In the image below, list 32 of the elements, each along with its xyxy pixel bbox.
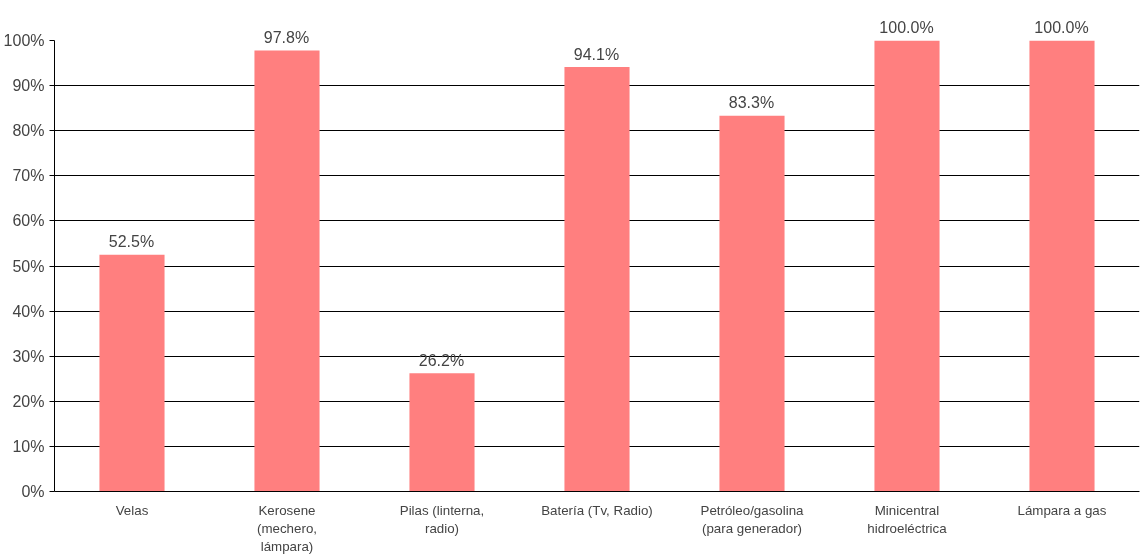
- y-tick-label: 30%: [12, 347, 45, 365]
- data-label: 97.8%: [263, 28, 310, 47]
- y-tick-label: 80%: [12, 122, 45, 140]
- bar: [1029, 40, 1095, 492]
- bar: [254, 50, 320, 492]
- y-tick-label: 100%: [3, 32, 45, 49]
- bar: [874, 40, 940, 492]
- data-label: 94.1%: [573, 45, 620, 64]
- data-label: 26.2%: [418, 351, 465, 370]
- x-tick-label: Minicentral hidroeléctrica: [867, 502, 948, 536]
- bar: [564, 67, 630, 492]
- y-tick-label: 40%: [12, 302, 45, 320]
- x-tick-label: Kerosene (mechero, lámpara): [257, 502, 317, 554]
- x-tick-label: Batería (Tv, Radio): [541, 502, 653, 518]
- y-tick-label: 60%: [12, 212, 45, 230]
- x-tick-label: Lámpara a gas: [1017, 502, 1107, 518]
- x-tick-label: Petróleo/gasolina (para generador): [700, 502, 805, 536]
- bar: [719, 115, 785, 492]
- data-label: 100.0%: [1034, 19, 1089, 37]
- y-tick-label: 0%: [21, 483, 45, 500]
- x-tick-label: Pilas (linterna, radio): [399, 502, 485, 536]
- y-tick-label: 10%: [12, 437, 45, 455]
- data-label: 83.3%: [728, 94, 775, 113]
- data-label: 100.0%: [879, 19, 934, 37]
- y-tick-label: 90%: [12, 77, 45, 95]
- y-tick-label: 70%: [12, 167, 45, 185]
- y-tick-label: 50%: [12, 257, 45, 275]
- data-label: 52.5%: [108, 233, 155, 252]
- bar: [409, 373, 475, 492]
- x-tick-label: Velas: [115, 502, 149, 518]
- bar: [99, 254, 165, 492]
- y-tick-label: 20%: [12, 392, 45, 410]
